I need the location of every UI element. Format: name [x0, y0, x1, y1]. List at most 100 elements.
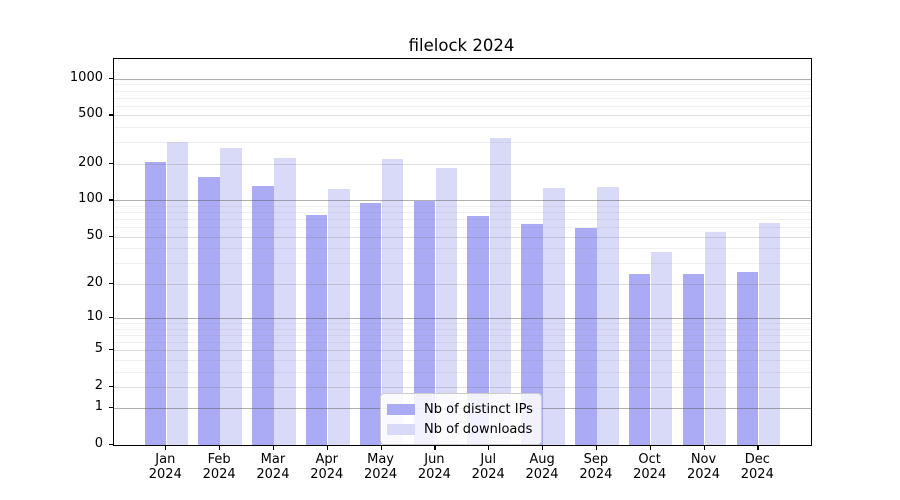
x-tick-label-nov: Nov 2024 [674, 452, 734, 482]
x-tick-label-mar: Mar 2024 [243, 452, 303, 482]
chart-title: filelock 2024 [408, 36, 515, 55]
bar-feb-distinct-ips [198, 177, 220, 445]
x-tick-year: 2024 [740, 467, 774, 482]
y-tick-mark [109, 114, 113, 116]
y-tick-mark [109, 316, 113, 319]
gridline-10 [114, 317, 811, 319]
gridline-400 [114, 127, 811, 129]
x-tick-mark [488, 446, 490, 450]
gridline-30 [114, 262, 811, 264]
legend-swatch-downloads [387, 423, 415, 435]
x-tick-mark [703, 446, 705, 450]
x-tick-mark [165, 446, 167, 450]
x-tick-label-jun: Jun 2024 [404, 452, 464, 482]
x-tick-mark [542, 446, 544, 450]
gridline-6 [114, 341, 811, 343]
bar-jan-downloads [166, 142, 189, 445]
bar-apr-distinct-ips [305, 215, 328, 445]
legend-item-distinct-ips: Nb of distinct IPs [387, 399, 533, 419]
x-tick-label-feb: Feb 2024 [189, 452, 249, 482]
bar-may-downloads [381, 158, 404, 445]
gridline-4 [114, 359, 811, 361]
gridline-2 [114, 386, 811, 388]
gridlines-layer [114, 59, 811, 445]
y-tick-mark [109, 385, 113, 387]
y-tick-mark [109, 162, 113, 165]
bar-oct-distinct-ips [628, 274, 651, 445]
gridline-80 [114, 212, 811, 214]
x-tick-mark [434, 446, 436, 450]
bar-jun-distinct-ips [413, 201, 436, 445]
bar-nov-distinct-ips [682, 274, 705, 445]
bar-mar-downloads [274, 157, 296, 445]
x-tick-mark [595, 446, 598, 450]
x-tick-year: 2024 [633, 467, 667, 482]
bar-aug-distinct-ips [521, 223, 543, 445]
bar-mar-distinct-ips [252, 186, 274, 445]
x-tick-year: 2024 [579, 467, 613, 482]
legend-item-downloads: Nb of downloads [387, 419, 532, 439]
gridline-200 [114, 163, 811, 165]
x-tick-label-sep: Sep 2024 [566, 452, 626, 482]
bar-sep-downloads [597, 186, 619, 445]
bar-jun-downloads [435, 167, 458, 445]
gridline-7 [114, 334, 811, 336]
gridline-800 [114, 90, 811, 92]
bar-aug-downloads [543, 187, 565, 445]
gridline-5 [114, 350, 811, 352]
x-tick-year: 2024 [364, 467, 398, 482]
gridline-60 [114, 227, 811, 229]
y-tick-label-2: 2 [94, 377, 103, 393]
y-tick-mark [109, 235, 113, 237]
y-tick-mark [109, 444, 113, 446]
x-tick-mark [326, 446, 328, 450]
y-tick-mark [109, 77, 113, 79]
x-tick-year: 2024 [310, 467, 344, 482]
x-tick-mark [649, 446, 651, 450]
gridline-40 [114, 248, 811, 250]
bar-oct-downloads [650, 252, 673, 445]
y-tick-label-0: 0 [94, 436, 103, 451]
gridline-50 [114, 236, 811, 238]
bar-jan-distinct-ips [144, 162, 166, 445]
y-tick-label-1000: 1000 [69, 69, 103, 85]
legend-label-downloads: Nb of downloads [424, 421, 533, 437]
y-tick-label-100: 100 [78, 191, 103, 207]
bar-feb-downloads [220, 148, 242, 445]
x-tick-label-jan: Jan 2024 [135, 452, 195, 482]
x-tick-label-dec: Dec 2024 [727, 452, 787, 482]
gridline-3 [114, 371, 811, 373]
bar-apr-downloads [328, 188, 350, 445]
y-tick-mark [109, 282, 113, 284]
bar-jul-distinct-ips [467, 216, 489, 445]
x-tick-mark [757, 446, 759, 450]
y-tick-label-50: 50 [86, 227, 103, 243]
gridline-500 [114, 115, 811, 117]
x-tick-year: 2024 [417, 467, 451, 482]
x-tick-label-apr: Apr 2024 [297, 452, 357, 482]
gridline-100 [114, 200, 811, 202]
legend: Nb of distinct IPs Nb of downloads [380, 393, 542, 445]
bar-dec-distinct-ips [736, 272, 759, 445]
gridline-8 [114, 328, 811, 330]
x-tick-mark [272, 446, 275, 450]
gridline-70 [114, 219, 811, 221]
legend-swatch-distinct-ips [387, 403, 415, 415]
x-tick-label-may: May 2024 [351, 452, 411, 482]
bar-jul-downloads [489, 138, 512, 445]
bar-may-distinct-ips [359, 203, 382, 445]
gridline-20 [114, 283, 811, 285]
x-tick-mark [219, 446, 221, 450]
gridline-700 [114, 97, 811, 99]
x-tick-label-jul: Jul 2024 [458, 452, 518, 482]
x-tick-year: 2024 [525, 467, 559, 482]
gridline-300 [114, 142, 811, 144]
x-tick-year: 2024 [686, 467, 721, 482]
y-tick-label-5: 5 [94, 341, 103, 357]
x-tick-year: 2024 [471, 467, 505, 482]
x-tick-year: 2024 [202, 467, 236, 482]
legend-label-distinct-ips: Nb of distinct IPs [424, 401, 533, 417]
bar-dec-downloads [758, 222, 781, 445]
gridline-600 [114, 105, 811, 107]
